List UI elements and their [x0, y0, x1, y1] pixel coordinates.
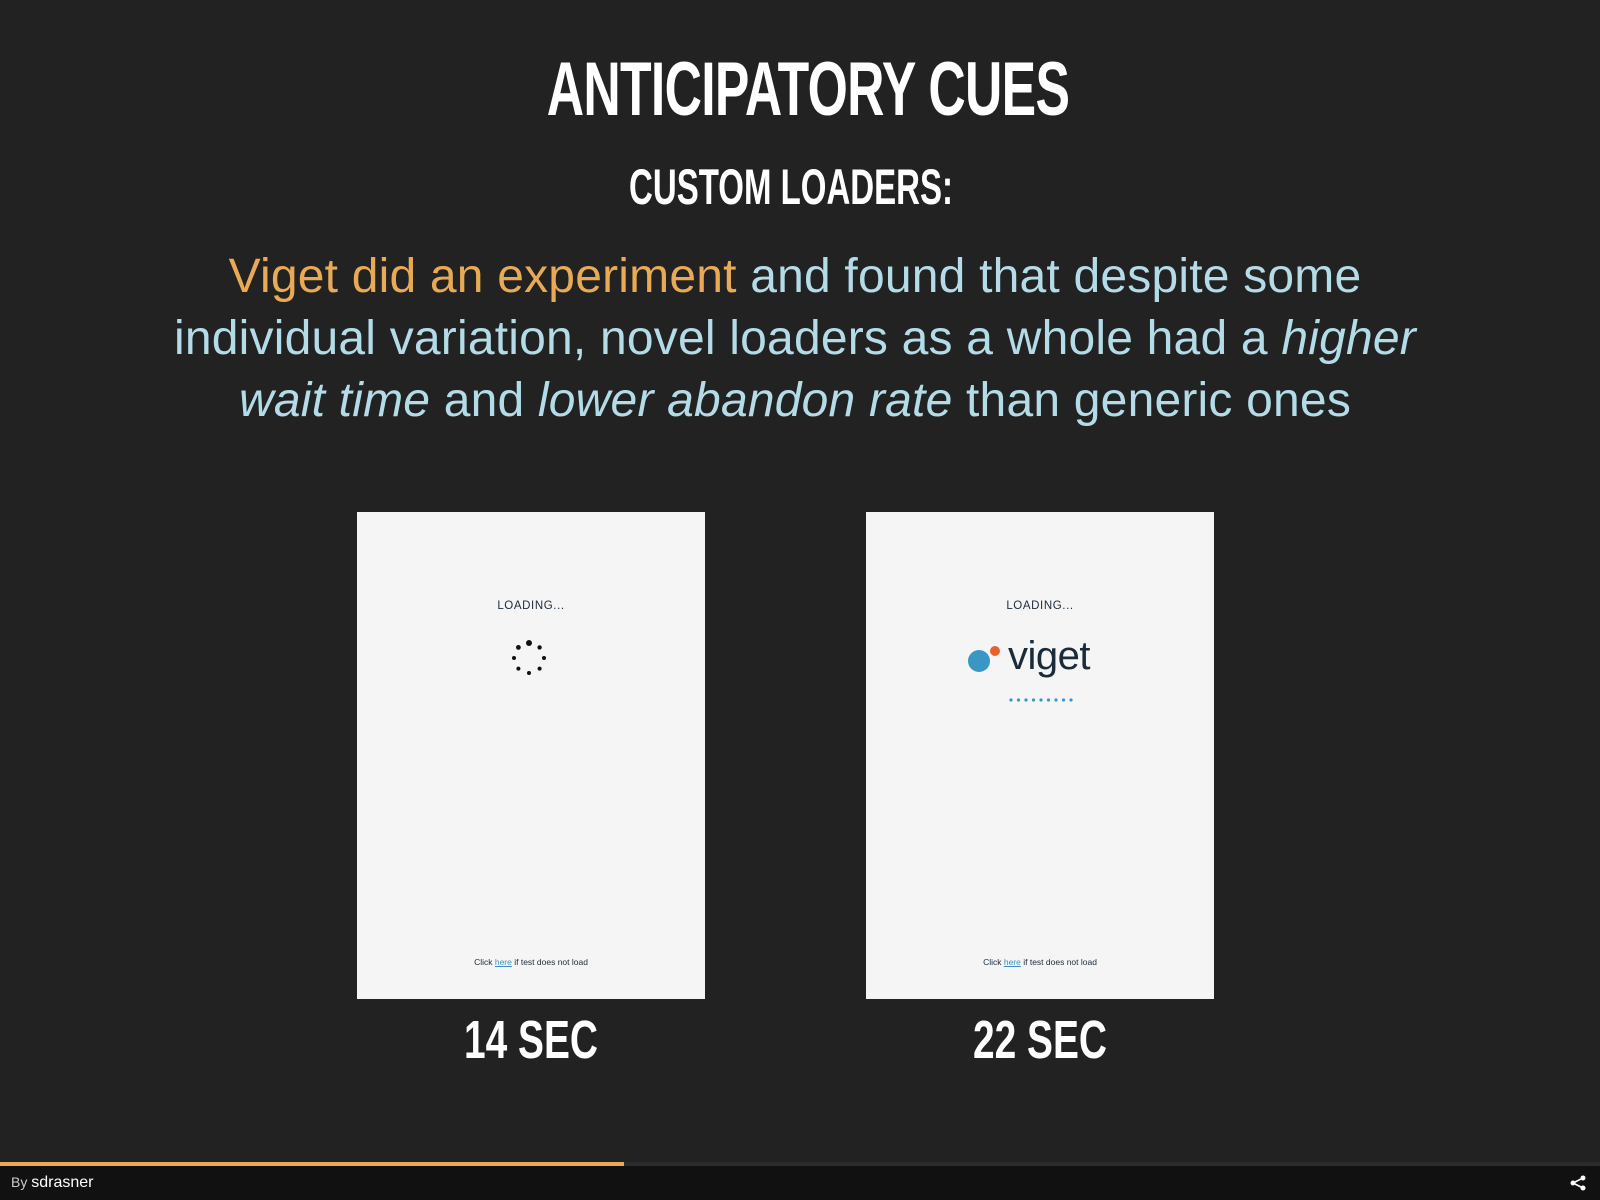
slide-title: ANTICIPATORY CUES	[546, 47, 1070, 132]
fallback-link[interactable]: here	[1003, 957, 1021, 967]
fallback-text: Click	[983, 957, 1004, 967]
logo-dot-orange	[990, 646, 1000, 656]
spinner-icon	[512, 640, 546, 675]
progress-dots-icon	[1009, 698, 1073, 702]
fallback-text: if test does not load	[1020, 957, 1097, 967]
body-text-part: than generic ones	[952, 374, 1352, 427]
share-icon[interactable]	[1570, 1175, 1586, 1191]
wait-time-generic: 14 SEC	[463, 1010, 598, 1070]
fallback-text: if test does not load	[511, 957, 588, 967]
body-paragraph: Viget did an experiment and found that d…	[130, 246, 1460, 432]
fallback-text: Click	[474, 957, 495, 967]
fallback-note: Click here if test does not load	[866, 957, 1214, 967]
generic-loader-screenshot: LOADING... Click here if test does not l…	[357, 512, 705, 999]
slide: ANTICIPATORY CUES CUSTOM LOADERS: Viget …	[130, 47, 1460, 1070]
presentation-footer: By sdrasner	[0, 1166, 1600, 1200]
viget-logo: viget	[968, 630, 1118, 682]
emphasis-text: higher wait time	[238, 312, 1416, 427]
slide-subtitle: CUSTOM LOADERS:	[629, 159, 953, 215]
author-name[interactable]: sdrasner	[31, 1174, 94, 1191]
presentation-progress-bar	[0, 1162, 1600, 1166]
emphasis-text: lower abandon rate	[537, 374, 953, 427]
logo-wordmark: viget	[1008, 634, 1091, 678]
body-text-part: and found that despite some individual v…	[174, 250, 1362, 365]
body-text-part: and	[430, 374, 538, 427]
wait-time-custom: 22 SEC	[972, 1010, 1107, 1070]
fallback-link[interactable]: here	[494, 957, 512, 967]
fallback-note: Click here if test does not load	[357, 957, 705, 967]
highlight-text: Viget did an experiment	[228, 250, 737, 303]
byline: By sdrasner	[11, 1174, 93, 1192]
loading-label: LOADING...	[1006, 600, 1074, 612]
by-label: By	[11, 1174, 28, 1190]
loading-label: LOADING...	[497, 600, 565, 612]
progress-fill	[0, 1162, 624, 1166]
logo-dot-blue	[968, 650, 990, 672]
custom-loader-screenshot: LOADING... viget Click here if test does…	[866, 512, 1214, 999]
